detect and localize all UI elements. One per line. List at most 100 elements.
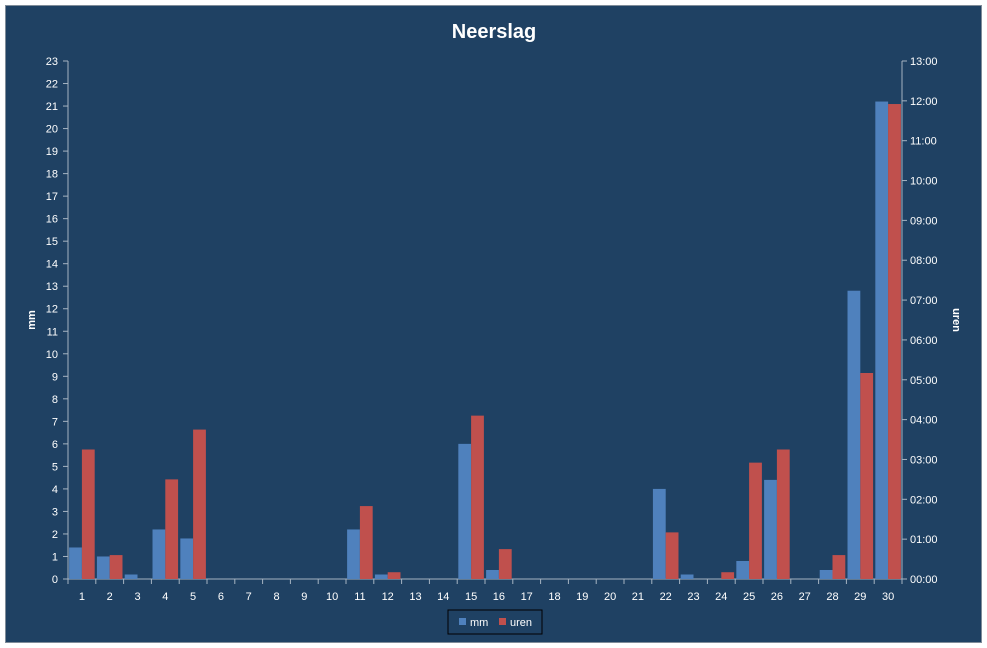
y-tick-label: 9 [52, 371, 58, 383]
bar-mm [680, 574, 694, 579]
x-tick-label: 17 [521, 591, 533, 603]
x-tick-label: 21 [632, 591, 644, 603]
x-tick-label: 6 [218, 591, 224, 603]
y-tick-label: 5 [52, 461, 58, 473]
x-tick-label: 12 [382, 591, 394, 603]
legend-swatch-uren [499, 618, 506, 625]
y2-tick-label: 06:00 [910, 335, 938, 347]
x-tick-label: 19 [576, 591, 588, 603]
x-tick-label: 30 [882, 591, 894, 603]
y-tick-label: 7 [52, 416, 58, 428]
y-tick-label: 8 [52, 394, 58, 406]
y-tick-label: 16 [46, 214, 58, 226]
y2-tick-label: 13:00 [910, 56, 938, 68]
bars-layer [69, 101, 901, 580]
y-tick-label: 21 [46, 101, 58, 113]
x-tick-label: 28 [826, 591, 838, 603]
bar-mm [486, 569, 499, 579]
y-tick-label: 13 [46, 281, 58, 293]
x-tick-label: 4 [162, 591, 168, 603]
y2-tick-label: 08:00 [910, 255, 938, 267]
legend-swatch-mm [459, 618, 466, 625]
x-tick-label: 11 [354, 591, 365, 603]
bar-uren [471, 415, 484, 579]
y-tick-label: 0 [52, 574, 58, 586]
x-tick-label: 26 [771, 591, 783, 603]
bar-mm [764, 479, 777, 579]
bar-uren [81, 449, 95, 579]
bar-mm [374, 574, 388, 579]
bar-mm [847, 290, 861, 579]
bar-uren [193, 429, 206, 579]
x-tick-label: 10 [326, 591, 338, 603]
y-tick-label: 1 [52, 551, 58, 563]
y-tick-label: 4 [52, 484, 58, 496]
bar-mm [347, 529, 360, 579]
x-tick-label: 18 [548, 591, 560, 603]
bar-uren [860, 372, 874, 579]
y2-tick-label: 00:00 [910, 574, 938, 586]
y-tick-label: 12 [46, 304, 58, 316]
x-tick-label: 8 [273, 591, 279, 603]
y2-axis-title: uren [950, 308, 962, 332]
x-tick-label: 22 [660, 591, 672, 603]
chart-title: Neerslag [452, 21, 537, 43]
bar-mm [124, 574, 138, 579]
x-tick-label: 13 [409, 591, 421, 603]
bar-uren [498, 549, 512, 579]
y-tick-label: 3 [52, 506, 58, 518]
x-tick-label: 20 [604, 591, 616, 603]
y2-tick-label: 05:00 [910, 375, 938, 387]
axes-layer: 0123456789101112131415161718192021222300… [46, 56, 938, 603]
bar-uren [776, 449, 790, 579]
legend-box [447, 609, 543, 635]
bar-mm [96, 556, 110, 579]
y2-tick-label: 12:00 [910, 96, 938, 108]
y2-tick-label: 09:00 [910, 215, 938, 227]
bar-uren [665, 532, 679, 579]
y-tick-label: 17 [46, 191, 58, 203]
y2-tick-label: 03:00 [910, 454, 938, 466]
bar-mm [180, 538, 194, 579]
legend: mm uren [447, 609, 543, 635]
bar-mm [736, 560, 750, 579]
y-tick-label: 20 [46, 124, 58, 136]
y-tick-label: 6 [52, 439, 58, 451]
y2-tick-label: 02:00 [910, 494, 938, 506]
y-tick-label: 2 [52, 529, 58, 541]
bar-mm [152, 529, 166, 579]
y2-tick-label: 11:00 [910, 136, 937, 148]
y2-tick-label: 10:00 [910, 176, 938, 188]
bar-uren [165, 479, 179, 579]
y-tick-label: 22 [46, 79, 58, 91]
x-tick-label: 1 [79, 591, 85, 603]
bar-mm [819, 569, 833, 579]
bar-uren [832, 555, 846, 579]
x-tick-label: 25 [743, 591, 755, 603]
x-tick-label: 5 [190, 591, 196, 603]
bar-uren [387, 572, 401, 579]
y-tick-label: 23 [46, 56, 58, 68]
y-tick-label: 14 [46, 259, 58, 271]
bar-uren [359, 506, 373, 579]
y2-tick-label: 04:00 [910, 415, 938, 427]
x-tick-label: 27 [799, 591, 811, 603]
chart-frame: Neerslag mm uren 0 1 2 3 4 5 6 7 8 9 10 11 12 13 14 15 1… [5, 5, 982, 643]
legend-label-mm: mm [470, 617, 488, 629]
y-tick-label: 15 [46, 236, 58, 248]
y-tick-label: 19 [46, 146, 58, 158]
bar-uren [888, 104, 901, 579]
y-tick-label: 10 [46, 349, 58, 361]
bar-uren [109, 555, 123, 579]
bar-uren [721, 572, 735, 579]
bar-mm [69, 547, 82, 579]
bar-mm [652, 488, 666, 579]
y-axis-title: mm [26, 310, 38, 330]
y-tick-label: 18 [46, 169, 58, 181]
x-tick-label: 2 [107, 591, 113, 603]
x-tick-label: 24 [715, 591, 727, 603]
bar-mm [875, 101, 889, 580]
y2-tick-label: 07:00 [910, 295, 938, 307]
x-tick-label: 3 [134, 591, 140, 603]
x-tick-label: 9 [301, 591, 307, 603]
